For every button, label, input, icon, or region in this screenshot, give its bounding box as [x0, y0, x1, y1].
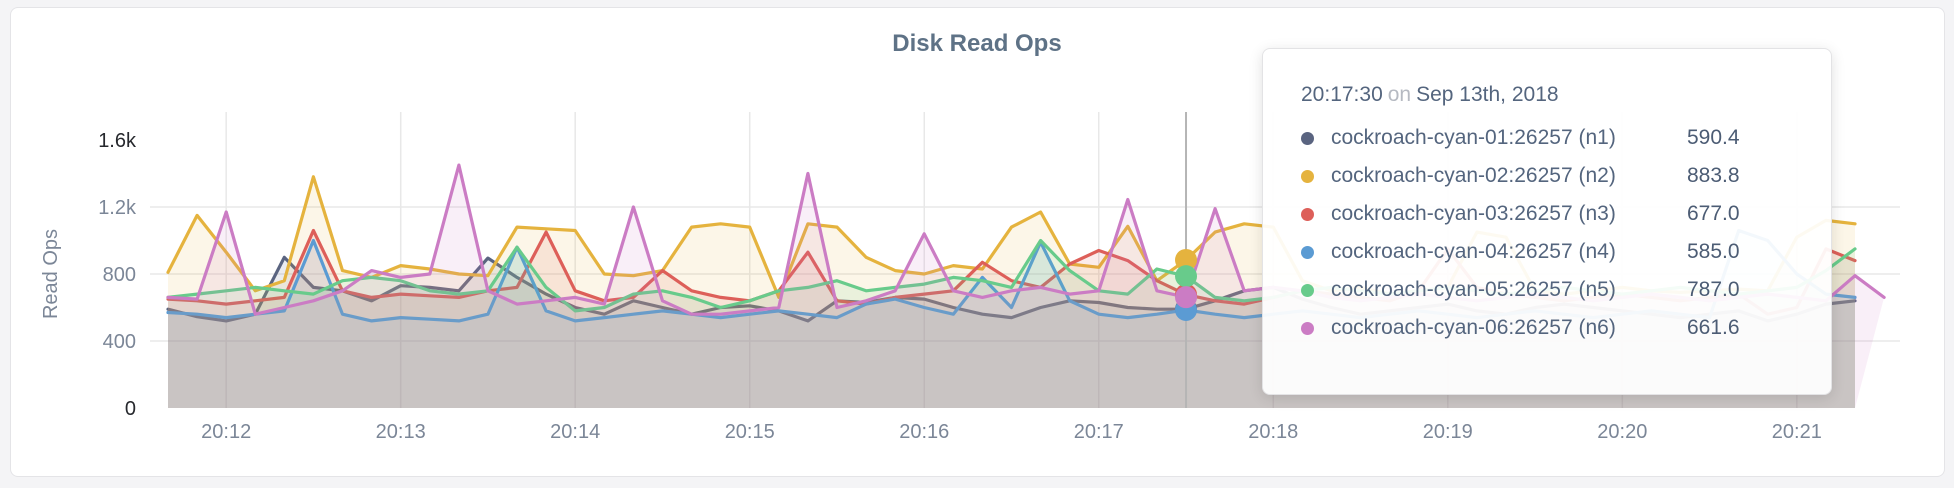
x-axis-tick-label: 20:21 [1772, 421, 1822, 443]
tooltip-connector: on [1387, 83, 1412, 106]
tooltip-series-row: cockroach-cyan-04:26257 (n4) 585.0 [1301, 233, 1831, 271]
series-value: 677.0 [1687, 202, 1740, 225]
series-label: cockroach-cyan-01:26257 (n1) [1331, 126, 1616, 149]
y-axis-tick-label: 0 [125, 398, 136, 420]
tooltip-header: 20:17:30 on Sep 13th, 2018 [1301, 83, 1831, 107]
series-value: 661.6 [1687, 316, 1740, 339]
y-axis-tick-label: 1.6k [98, 130, 137, 152]
hover-tooltip: 20:17:30 on Sep 13th, 2018 cockroach-cyan-… [1262, 48, 1832, 395]
series-value: 585.0 [1687, 240, 1740, 263]
series-label: cockroach-cyan-02:26257 (n2) [1331, 164, 1616, 187]
series-value: 590.4 [1687, 126, 1740, 149]
series-value: 883.8 [1687, 164, 1740, 187]
y-axis-tick-label: 800 [103, 264, 136, 286]
hover-point-dot [1175, 286, 1198, 309]
series-color-dot [1301, 283, 1314, 297]
tooltip-series-list: cockroach-cyan-01:26257 (n1) 590.4 cockroa… [1301, 119, 1831, 347]
tooltip-series-row: cockroach-cyan-05:26257 (n5) 787.0 [1301, 271, 1831, 309]
x-axis-tick-label: 20:20 [1597, 421, 1647, 443]
x-axis-tick-label: 20:17 [1074, 421, 1124, 443]
y-axis-tick-label: 1.2k [98, 197, 137, 219]
chart-title: Disk Read Ops [892, 30, 1062, 57]
x-axis-tick-label: 20:12 [201, 421, 251, 443]
hover-point-dot [1175, 265, 1198, 288]
series-color-dot [1301, 321, 1314, 335]
series-label: cockroach-cyan-06:26257 (n6) [1331, 316, 1616, 339]
y-axis-tick-label: 400 [103, 331, 136, 353]
series-color-dot [1301, 207, 1314, 221]
x-axis-tick-label: 20:19 [1423, 421, 1473, 443]
y-axis-title: Read Ops [40, 229, 62, 319]
series-color-dot [1301, 245, 1314, 259]
x-axis-tick-label: 20:15 [725, 421, 775, 443]
series-label: cockroach-cyan-04:26257 (n4) [1331, 240, 1616, 263]
series-color-dot [1301, 131, 1314, 145]
series-label: cockroach-cyan-05:26257 (n5) [1331, 278, 1616, 301]
series-label: cockroach-cyan-03:26257 (n3) [1331, 202, 1616, 225]
tooltip-series-row: cockroach-cyan-03:26257 (n3) 677.0 [1301, 195, 1831, 233]
x-axis-tick-label: 20:16 [899, 421, 949, 443]
x-axis-tick-label: 20:18 [1248, 421, 1298, 443]
tooltip-series-row: cockroach-cyan-01:26257 (n1) 590.4 [1301, 119, 1831, 157]
hover-point-dot [1175, 248, 1198, 271]
tooltip-series-row: cockroach-cyan-06:26257 (n6) 661.6 [1301, 309, 1831, 347]
x-axis-tick-label: 20:13 [376, 421, 426, 443]
series-value: 787.0 [1687, 278, 1740, 301]
x-axis-tick-label: 20:14 [550, 421, 600, 443]
tooltip-date: Sep 13th, 2018 [1416, 83, 1559, 106]
series-color-dot [1301, 169, 1314, 183]
tooltip-time: 20:17:30 [1301, 83, 1383, 106]
tooltip-series-row: cockroach-cyan-02:26257 (n2) 883.8 [1301, 157, 1831, 195]
